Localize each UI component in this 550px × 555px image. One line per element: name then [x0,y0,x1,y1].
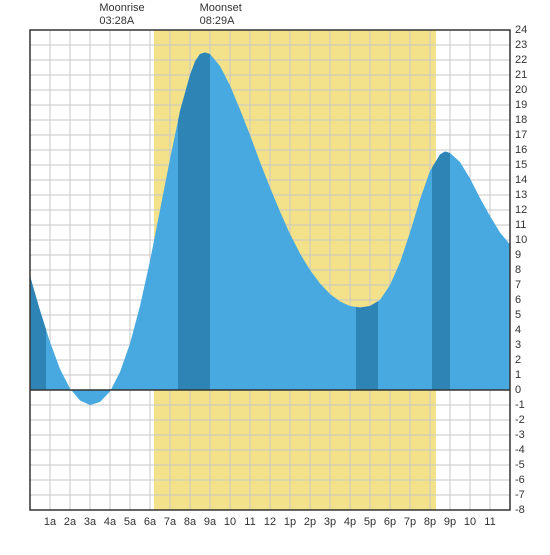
y-tick-label: 7 [515,279,521,291]
chart-svg [0,0,550,550]
y-tick-label: -1 [515,399,525,411]
y-tick-label: -6 [515,474,525,486]
y-tick-label: 14 [515,174,527,186]
x-tick-label: 1a [44,516,56,528]
moon-annotation: Moonset08:29A [200,2,242,28]
x-tick-label: 2a [64,516,76,528]
y-tick-label: 6 [515,294,521,306]
moon-annotation: Moonrise03:28A [99,2,144,28]
x-tick-label: 7p [404,516,416,528]
x-tick-label: 5a [124,516,136,528]
x-tick-label: 1p [284,516,296,528]
x-tick-label: 7a [164,516,176,528]
x-tick-label: 9a [204,516,216,528]
x-tick-label: 11 [484,516,495,528]
y-tick-label: 17 [515,129,527,141]
x-tick-label: 10 [224,516,236,528]
moon-annotation-title: Moonset [200,2,242,15]
x-tick-label: 5p [364,516,376,528]
x-tick-label: 8a [184,516,196,528]
y-tick-label: 8 [515,264,521,276]
moon-annotation-time: 08:29A [200,15,242,28]
y-tick-label: 2 [515,354,521,366]
y-tick-label: -7 [515,489,525,501]
y-tick-label: 15 [515,159,527,171]
y-tick-label: -4 [515,444,525,456]
y-tick-label: -8 [515,504,525,516]
x-tick-label: 10 [464,516,476,528]
y-tick-label: -2 [515,414,525,426]
y-tick-label: -5 [515,459,525,471]
y-tick-label: 0 [515,384,521,396]
y-tick-label: 12 [515,204,527,216]
y-tick-label: 16 [515,144,527,156]
y-tick-label: 24 [515,24,527,36]
moon-annotation-time: 03:28A [99,15,144,28]
tide-chart [0,0,550,555]
y-tick-label: 18 [515,114,527,126]
x-tick-label: 6a [144,516,156,528]
x-tick-label: 12 [264,516,276,528]
x-tick-label: 3a [84,516,96,528]
y-tick-label: 22 [515,54,527,66]
x-tick-label: 8p [424,516,436,528]
x-tick-label: 2p [304,516,316,528]
y-tick-label: 19 [515,99,527,111]
y-tick-label: 23 [515,39,527,51]
moon-annotation-title: Moonrise [99,2,144,15]
y-tick-label: 11 [515,219,526,231]
y-tick-label: 5 [515,309,521,321]
x-tick-label: 6p [384,516,396,528]
x-tick-label: 11 [244,516,255,528]
x-tick-label: 4p [344,516,356,528]
x-tick-label: 3p [324,516,336,528]
y-tick-label: 3 [515,339,521,351]
y-tick-label: 20 [515,84,527,96]
y-tick-label: 4 [515,324,521,336]
x-tick-label: 9p [444,516,456,528]
y-tick-label: 10 [515,234,527,246]
y-tick-label: -3 [515,429,525,441]
y-tick-label: 21 [515,69,527,81]
x-tick-label: 4a [104,516,116,528]
y-tick-label: 1 [515,369,521,381]
y-tick-label: 9 [515,249,521,261]
y-tick-label: 13 [515,189,527,201]
